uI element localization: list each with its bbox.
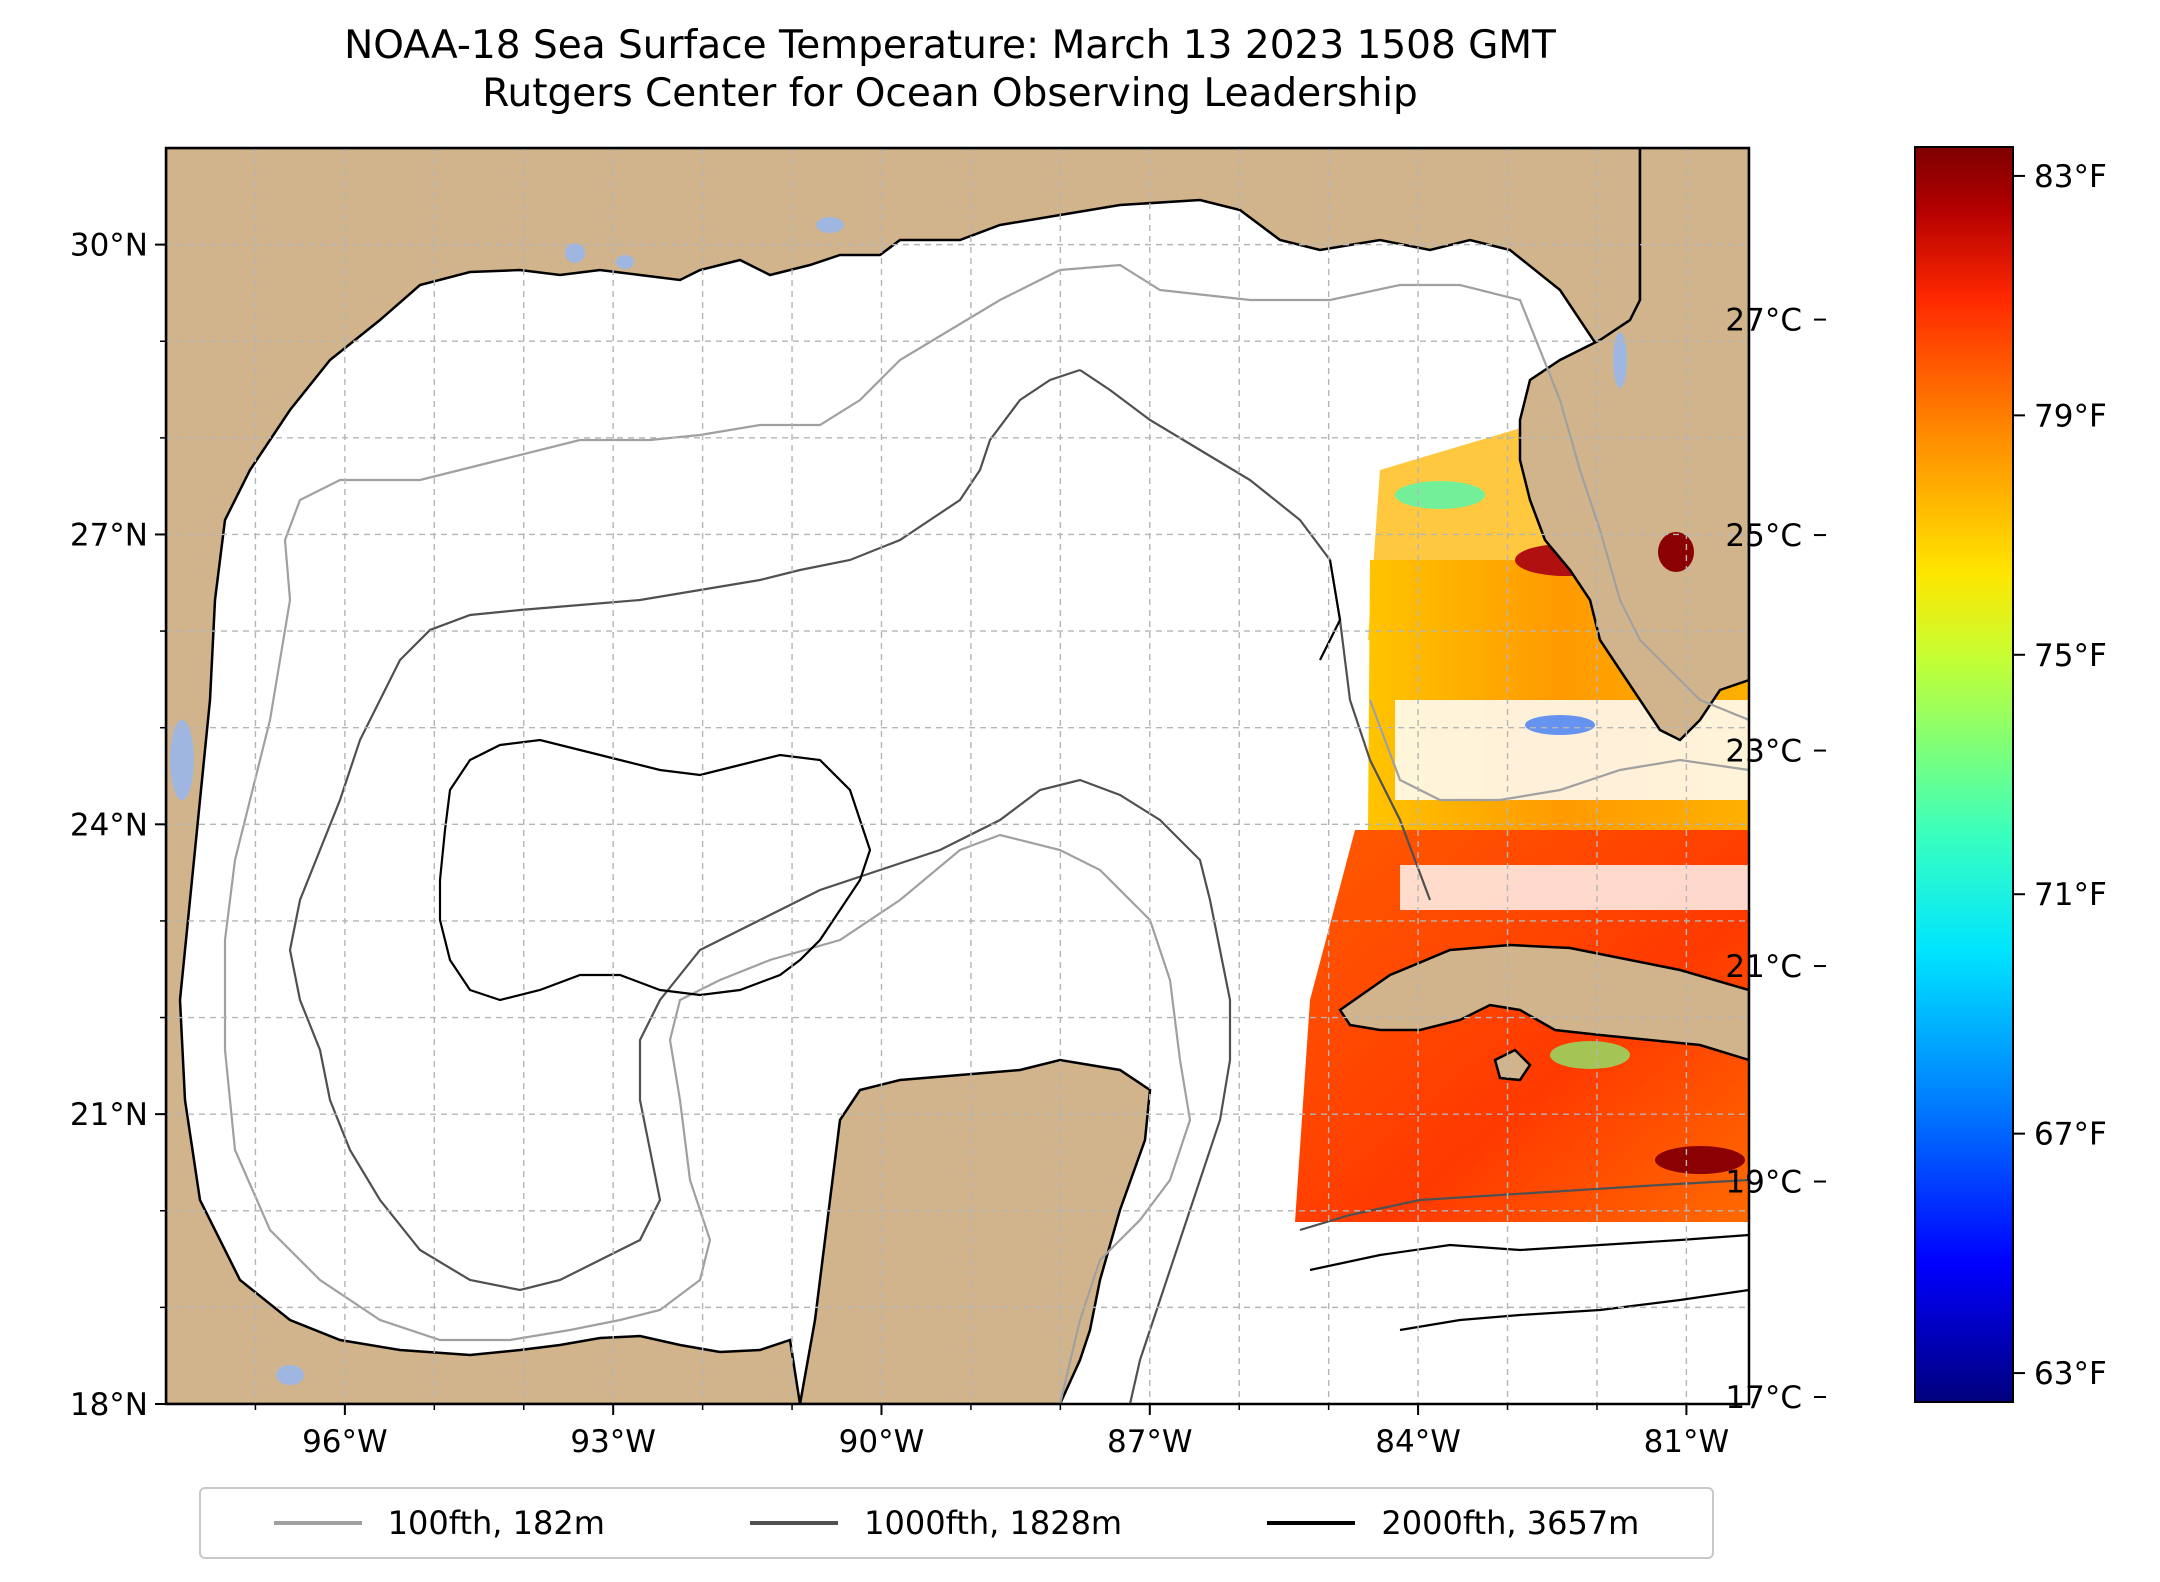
contour-1000fth <box>288 368 1749 1404</box>
chart-title: NOAA-18 Sea Surface Temperature: March 1… <box>0 22 1900 118</box>
lat-tick-label: 24°N <box>70 807 148 843</box>
colorbar-f-label: 75°F <box>2034 638 2107 674</box>
land-masses <box>166 148 1749 1404</box>
lat-tick-label: 27°N <box>70 517 148 553</box>
isle-of-youth <box>1493 1048 1532 1082</box>
yucatan-peninsula <box>798 1058 1152 1404</box>
lat-tick-label: 30°N <box>70 228 148 264</box>
lon-tick-label: 96°W <box>302 1424 388 1460</box>
map-frame <box>164 146 1751 1406</box>
lon-tick-label: 90°W <box>839 1424 925 1460</box>
lat-tick-label: 18°N <box>70 1387 148 1423</box>
colorbar-f-label: 63°F <box>2034 1356 2107 1392</box>
legend-label-1000fth: 1000fth, 1828m <box>864 1504 1123 1542</box>
lon-tick-label: 87°W <box>1107 1424 1193 1460</box>
lon-tick-label: 81°W <box>1644 1424 1730 1460</box>
legend-item-100fth: 100fth, 182m <box>273 1504 605 1542</box>
legend-item-2000fth: 2000fth, 3657m <box>1267 1504 1639 1542</box>
graticule <box>166 148 1749 1404</box>
colorbar-c-label: 27°C <box>1725 303 1802 339</box>
title-line-2: Rutgers Center for Ocean Observing Leade… <box>482 71 1418 116</box>
legend-swatch-1000fth <box>750 1521 839 1525</box>
contour-100fth <box>223 263 1749 1404</box>
colorbar-c-label: 19°C <box>1725 1165 1802 1201</box>
legend-swatch-2000fth <box>1267 1521 1356 1525</box>
colorbar-f-label: 79°F <box>2034 398 2107 434</box>
colorbar-c-label: 23°C <box>1725 734 1802 770</box>
legend-swatch-100fth <box>273 1521 362 1525</box>
colorbar-f-label: 71°F <box>2034 877 2107 913</box>
lon-tick-label: 84°W <box>1375 1424 1461 1460</box>
colorbar-c-label: 17°C <box>1725 1380 1802 1416</box>
colorbar-c-label: 25°C <box>1725 518 1802 554</box>
lake-okeechobee-anomaly <box>1658 532 1694 572</box>
legend-label-100fth: 100fth, 182m <box>387 1504 605 1542</box>
cuba <box>1338 943 1749 1062</box>
colorbar-f-label: 67°F <box>2034 1117 2107 1153</box>
inland-water <box>170 217 1627 1385</box>
title-line-1: NOAA-18 Sea Surface Temperature: March 1… <box>344 23 1556 68</box>
colorbar-c-label: 21°C <box>1725 949 1802 985</box>
colorbar <box>1914 146 2014 1403</box>
lon-tick-label: 93°W <box>570 1424 656 1460</box>
legend-item-1000fth: 1000fth, 1828m <box>750 1504 1122 1542</box>
us-gulf-coast <box>166 148 1642 1404</box>
contour-2000fth <box>438 559 1749 1332</box>
legend-label-2000fth: 2000fth, 3657m <box>1381 1504 1640 1542</box>
colorbar-f-label: 83°F <box>2034 159 2107 195</box>
legend: 100fth, 182m 1000fth, 1828m 2000fth, 365… <box>199 1487 1714 1559</box>
lat-tick-label: 21°N <box>70 1097 148 1133</box>
